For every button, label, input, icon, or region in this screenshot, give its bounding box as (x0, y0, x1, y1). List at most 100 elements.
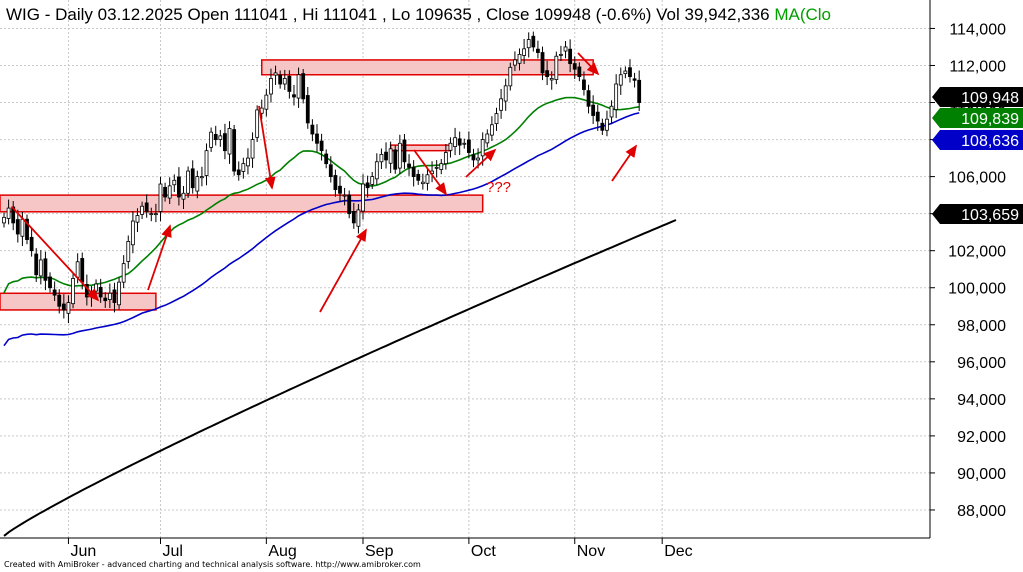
y-tick-label: 96,000 (957, 355, 1006, 372)
candle-body (273, 72, 278, 76)
header-symbol: WIG (6, 5, 40, 24)
candle-body (250, 139, 255, 159)
candle-body (34, 253, 39, 276)
candle-body (61, 303, 66, 311)
resistance-support-zones (0, 59, 594, 311)
candle-body (628, 67, 632, 77)
x-tick-label: Sep (365, 543, 394, 560)
candle-body (545, 70, 550, 77)
candle-body (540, 52, 545, 74)
annotation-arrow (258, 105, 276, 190)
candle-body (549, 78, 554, 81)
candle-body (434, 166, 439, 169)
candle-body (476, 157, 480, 161)
y-tick-label: 102,000 (948, 244, 1006, 261)
header-close-label: Close (486, 5, 529, 24)
y-tick-label: 114,000 (949, 21, 1006, 38)
candle-body (319, 140, 324, 152)
candle-body (572, 63, 577, 70)
candle-body (227, 128, 232, 155)
header-vol: 39,942,336 (685, 5, 770, 24)
candle-body (126, 241, 131, 262)
price-label: 108,636 (961, 133, 1019, 150)
candle-body (213, 133, 218, 140)
candle-body (494, 113, 499, 125)
price-zone (0, 292, 157, 311)
footer-credit: Created with AmiBroker - advanced charti… (4, 560, 421, 569)
candle-body (57, 294, 62, 307)
candle-body (370, 176, 375, 185)
candle-body (609, 105, 614, 118)
candle-body (420, 181, 425, 185)
candle-body (29, 236, 34, 252)
header-date: 03.12.2025 (98, 5, 183, 24)
price-label-bg (932, 130, 1023, 150)
candle-body (172, 179, 177, 186)
candle-body (130, 220, 135, 246)
y-tick-label: 106,000 (948, 170, 1006, 187)
candle-body (457, 138, 462, 146)
candle-body (499, 98, 503, 111)
x-tick-label: Jun (70, 543, 96, 560)
candle-body (489, 124, 494, 136)
header-hi: 111041 (323, 5, 377, 24)
candle-body (526, 39, 531, 49)
candle-body (351, 211, 356, 224)
candle-body (563, 46, 568, 52)
candle-body (411, 166, 416, 178)
candle-body (439, 163, 444, 170)
candle-body (600, 122, 605, 131)
candle-body (292, 94, 296, 98)
candle-body (209, 131, 214, 148)
y-tick-label: 92,000 (957, 429, 1006, 446)
candle-body (278, 74, 283, 85)
price-label: 103,659 (961, 207, 1019, 224)
candle-body (637, 79, 642, 103)
candle-body (503, 85, 508, 102)
candle-body (347, 194, 352, 215)
candle-body (117, 281, 121, 306)
candle-body (305, 95, 310, 124)
candle-body (75, 261, 80, 278)
candle-body (448, 142, 453, 151)
candle-body (595, 111, 600, 122)
candle-body (559, 53, 563, 56)
candle-body (388, 148, 393, 164)
annotation-arrow (465, 148, 497, 178)
candle-body (517, 53, 522, 64)
candle-body (522, 48, 527, 56)
candle-body (200, 176, 204, 179)
candle-body (536, 48, 540, 53)
y-tick-label: 94,000 (957, 392, 1006, 409)
candle-body (149, 213, 154, 216)
header-change: (-0.6%) (596, 5, 652, 24)
candle-body (407, 163, 411, 168)
candle-body (71, 278, 75, 305)
candle-body (11, 206, 16, 224)
candle-body (328, 164, 333, 178)
candle-body (287, 75, 292, 92)
price-label-bg (932, 204, 1023, 224)
annotation-arrow (319, 228, 367, 313)
candle-body (236, 169, 241, 176)
header-lo: 109635 (415, 5, 472, 24)
annotation-arrow (11, 206, 100, 302)
candle-body (269, 78, 273, 95)
candle-body (471, 154, 476, 161)
candle-body (195, 176, 200, 192)
candle-body (144, 202, 149, 213)
candle-body (48, 276, 52, 289)
candle-body (135, 215, 140, 223)
candle-body (379, 153, 384, 163)
candle-body (140, 205, 144, 215)
header-open: 111041 (234, 5, 288, 24)
candle-body (554, 55, 559, 80)
candle-body (531, 35, 536, 48)
candle-body (618, 74, 623, 86)
candle-body (80, 258, 85, 283)
annotation-arrow (577, 52, 600, 76)
header-open-label: Open (187, 5, 229, 24)
price-label-bg (932, 108, 1023, 128)
header-lo-label: Lo (391, 5, 410, 24)
y-tick-label: 112,000 (949, 58, 1006, 75)
